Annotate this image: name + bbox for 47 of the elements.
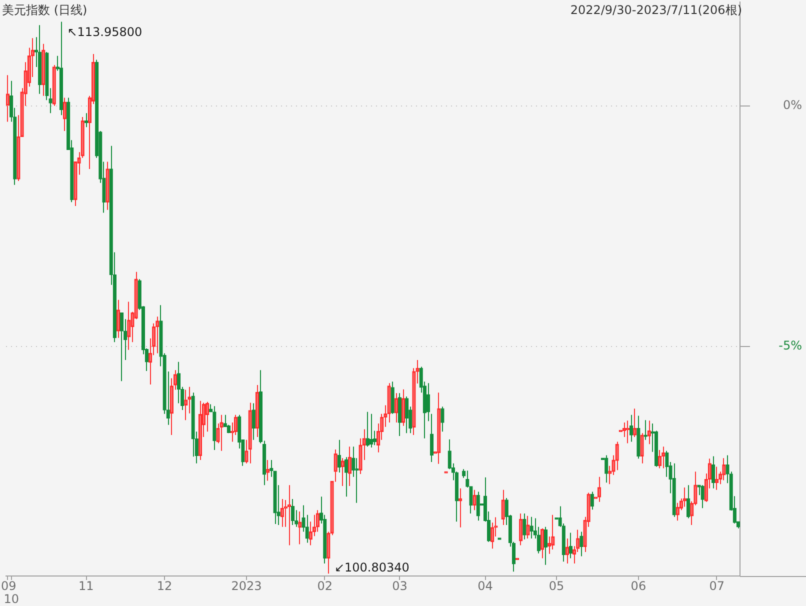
- y-tick-label: 0%: [782, 98, 802, 112]
- candlestick: [355, 458, 359, 504]
- candlestick: [604, 454, 608, 484]
- chart-subtitle: 2022/9/30-2023/7/11(206根): [570, 3, 742, 17]
- candlestick: [344, 456, 348, 498]
- x-tick-label: 06: [630, 579, 646, 594]
- candlestick: [390, 381, 394, 414]
- candlestick: [59, 21, 64, 116]
- chart-title: 美元指数 (日线): [2, 3, 88, 17]
- candlestick: [440, 406, 444, 432]
- candlestick: [644, 420, 648, 440]
- candlestick: [291, 498, 295, 526]
- x-tick-label: 04: [478, 579, 493, 594]
- x-tick-label: 12: [156, 579, 172, 594]
- x-tick-label: 10: [4, 592, 19, 606]
- candlestick: [252, 402, 256, 440]
- candlestick: [711, 456, 716, 489]
- candlestick: [287, 484, 292, 546]
- annotation: ↙100.80340: [334, 560, 410, 575]
- candlestick: [672, 462, 676, 518]
- y-tick-label: -5%: [778, 338, 802, 353]
- x-tick-label: 02: [317, 579, 333, 594]
- candlestick: [448, 438, 452, 470]
- x-tick-label: 09: [0, 579, 16, 594]
- x-tick-label: 2023: [231, 579, 262, 594]
- candlestick: [366, 411, 370, 448]
- candlestick: [430, 413, 434, 462]
- candlestick: [636, 415, 640, 460]
- x-tick-label: 07: [709, 579, 724, 594]
- candlestick: [405, 396, 409, 434]
- x-tick-label: 05: [548, 579, 564, 594]
- candlestick: [120, 312, 124, 382]
- candlestick: [522, 512, 526, 540]
- x-tick-label: 03: [392, 579, 408, 594]
- x-tick-label: 11: [78, 579, 94, 594]
- candlestick: [700, 484, 704, 509]
- annotation: ↖113.95800: [67, 24, 142, 39]
- candlestick: [398, 392, 402, 436]
- candlestick: [686, 484, 690, 519]
- candlestick: [530, 516, 534, 539]
- candlestick: [580, 531, 584, 557]
- candlestick: [212, 406, 216, 450]
- candlestick: [294, 510, 298, 528]
- candlestick: [426, 382, 430, 422]
- candlestick: [544, 526, 548, 566]
- candlestick: [38, 24, 42, 94]
- candlestick: [629, 414, 634, 442]
